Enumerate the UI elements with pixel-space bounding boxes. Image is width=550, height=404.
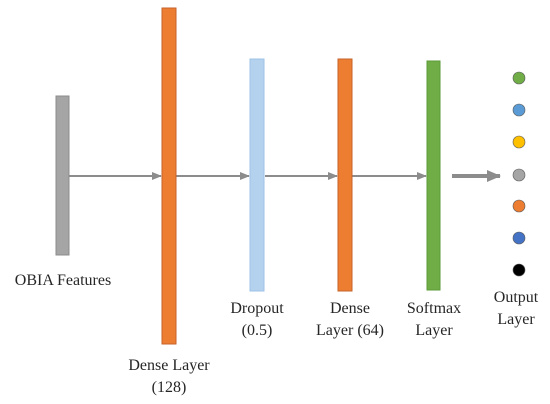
output-node-2	[512, 103, 526, 117]
layer-bar-dense-64	[337, 58, 353, 292]
output-nodes	[512, 71, 526, 277]
label-output-layer-line1: Output	[493, 289, 539, 306]
label-dense-layer-64-line2: Layer (64)	[316, 322, 384, 339]
output-node-3	[512, 135, 526, 149]
output-node-6	[512, 231, 526, 245]
layer-bar-dropout	[249, 58, 265, 292]
label-softmax-layer: Softmax Layer	[384, 298, 484, 342]
layer-bar-dense-128	[161, 7, 177, 345]
output-node-1	[512, 71, 526, 85]
output-node-5	[512, 199, 526, 213]
label-softmax-layer-line2: Layer	[415, 322, 453, 339]
output-node-4	[512, 168, 526, 182]
label-dense-layer-128-line2: (128)	[151, 379, 187, 396]
output-node-7	[512, 263, 526, 277]
label-dropout-line1: Dropout	[230, 300, 284, 317]
label-dropout: Dropout (0.5)	[207, 298, 307, 342]
label-dense-layer-64-line1: Dense	[330, 300, 370, 317]
layer-bar-obia-features	[55, 95, 70, 256]
label-dense-layer-128: Dense Layer (128)	[109, 355, 229, 399]
label-output-layer: Output Layer	[482, 287, 550, 331]
label-obia-features-line1: OBIA Features	[14, 272, 112, 289]
label-dropout-line2: (0.5)	[241, 322, 273, 339]
layer-bar-softmax	[426, 60, 441, 291]
label-output-layer-line2: Layer	[497, 311, 535, 328]
label-dense-layer-128-line1: Dense Layer	[128, 357, 210, 374]
label-softmax-layer-line1: Softmax	[406, 300, 462, 317]
label-dense-layer-64: Dense Layer (64)	[300, 298, 400, 342]
label-obia-features: OBIA Features	[3, 270, 123, 292]
